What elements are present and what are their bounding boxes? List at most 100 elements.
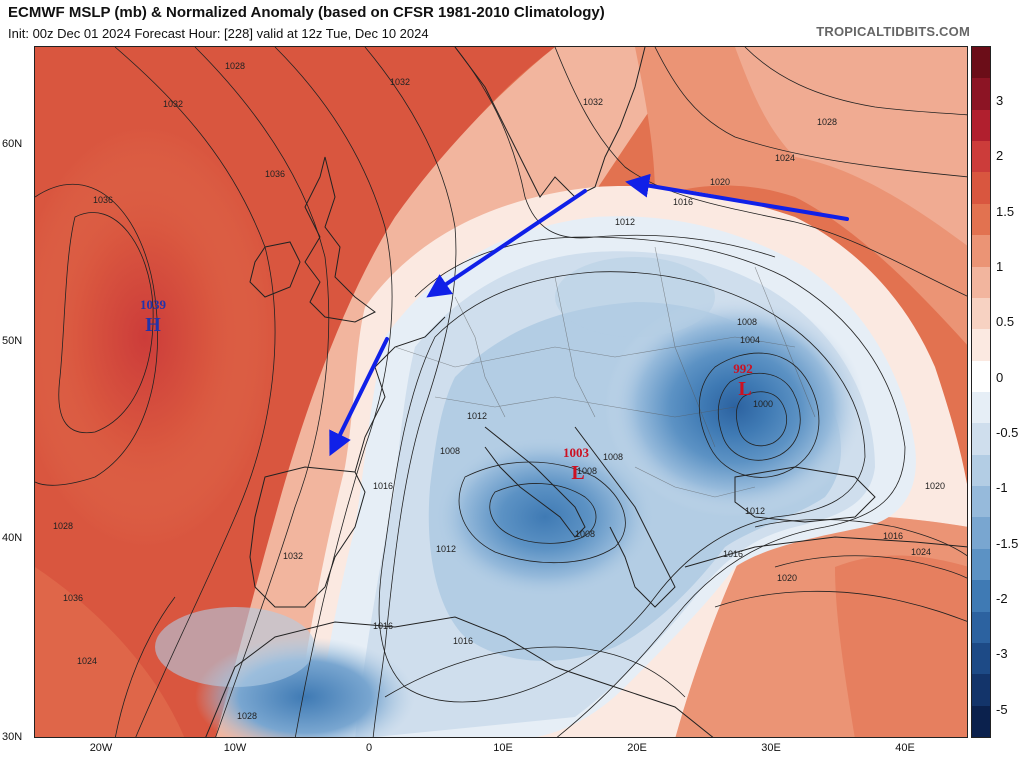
mediterranean-low-anomaly: [435, 437, 655, 597]
colorbar-segment: [972, 705, 990, 738]
isobar-label: 1036: [63, 593, 83, 603]
isobar-label: 1020: [777, 573, 797, 583]
pressure-centers: 1039 H 992 L 1003 L: [140, 297, 753, 484]
isobar-label: 1020: [710, 177, 730, 187]
colorbar-segment: [972, 580, 990, 613]
isobar-label: 1008: [737, 317, 757, 327]
isobar-label: 1016: [453, 636, 473, 646]
colorbar-label: -2: [996, 591, 1008, 606]
colorbar-segment: [972, 392, 990, 424]
coastlines: [205, 47, 967, 737]
colorbar-label: -3: [996, 646, 1008, 661]
lon-label-40e: 40E: [895, 742, 915, 754]
isobar-label: 1012: [436, 544, 456, 554]
lat-label-50n: 50N: [2, 335, 23, 347]
lat-label-60n: 60N: [2, 138, 23, 150]
lat-label-30n: 30N: [2, 731, 23, 743]
colorbar-segment: [972, 454, 990, 487]
ireland-coast: [249, 241, 301, 298]
isobar-label: 1000: [753, 399, 773, 409]
isobar-label: 1008: [575, 529, 595, 539]
scandinavia-coast: [454, 47, 646, 198]
isobar-label: 1028: [237, 711, 257, 721]
lon-label-20w: 20W: [89, 742, 113, 754]
map-title: ECMWF MSLP (mb) & Normalized Anomaly (ba…: [8, 4, 605, 21]
colorbar-label: 0: [996, 370, 1004, 385]
isobar-label: 1020: [925, 481, 945, 491]
isobar-label: 1028: [225, 61, 245, 71]
anomaly-colorbar: [971, 46, 991, 738]
high-pressure-core: [35, 127, 275, 547]
colorbar-segment: [972, 517, 990, 550]
colorbar-segment: [972, 141, 990, 173]
isobar-labels: 1028 1032 1032 1036 1036 1032 1028 1024 …: [53, 61, 945, 721]
colorbar-segment: [972, 423, 990, 456]
colorbar-label: -5: [996, 702, 1008, 717]
colorbar-segment: [972, 172, 990, 205]
lat-label-40n: 40N: [2, 532, 23, 544]
italy-coast: [484, 426, 586, 538]
isobar-label: 1012: [745, 506, 765, 516]
colorbar-label: -1.5: [996, 536, 1019, 551]
colorbar-segment: [972, 266, 990, 299]
isobar-label: 1012: [615, 217, 635, 227]
isobar-label: 1036: [93, 195, 113, 205]
isobars: [35, 47, 967, 737]
arrow-to-channel: [426, 189, 587, 298]
isobar-label: 1032: [390, 77, 410, 87]
colorbar-segment: [972, 235, 990, 268]
colorbar-segment: [972, 329, 990, 362]
isobar-label: 1016: [723, 549, 743, 559]
isobar-label: 1032: [163, 99, 183, 109]
colorbar-label: 2: [996, 148, 1004, 163]
colorbar-segment: [972, 109, 990, 142]
colorbar-segment: [972, 611, 990, 644]
isobar-label: 1028: [53, 521, 73, 531]
isobar-label: 1032: [583, 97, 603, 107]
black-sea-coast: [734, 466, 876, 523]
country-borders: [394, 246, 816, 498]
low-center-med-value: 1003: [563, 445, 590, 460]
low-center-med-letter: L: [571, 462, 584, 484]
isobar-label: 1016: [373, 621, 393, 631]
north-africa-coast: [205, 616, 714, 737]
colorbar-segment: [972, 297, 990, 330]
lon-label-10e: 10E: [493, 742, 513, 754]
balkans-coast: [574, 426, 676, 608]
isobar-label: 1008: [440, 446, 460, 456]
lon-label-10w: 10W: [223, 742, 247, 754]
isobar-label: 1016: [673, 197, 693, 207]
flow-arrows: [329, 173, 849, 457]
colorbar-segment: [972, 47, 990, 79]
low-center-east-letter: L: [738, 378, 751, 400]
high-center-value: 1039: [140, 297, 167, 312]
colorbar-label: 1.5: [996, 204, 1015, 219]
map-canvas: 1028 1032 1032 1036 1036 1032 1028 1024 …: [35, 47, 967, 737]
colorbar-segment: [972, 78, 990, 111]
isobar-label: 1004: [740, 335, 760, 345]
isobar-label: 1008: [603, 452, 623, 462]
colorbar-segment: [972, 674, 990, 707]
isobar-label: 1024: [77, 656, 97, 666]
colorbar-label: -0.5: [996, 425, 1019, 440]
isobar-label: 1024: [911, 547, 931, 557]
colorbar-segment: [972, 486, 990, 518]
colorbar-segment: [972, 360, 990, 393]
isobar-label: 1028: [817, 117, 837, 127]
isobar-label: 1016: [883, 531, 903, 541]
colorbar-label: 0.5: [996, 314, 1015, 329]
brand-watermark: TROPICALTIDBITS.COM: [816, 24, 970, 39]
high-center-letter: H: [145, 314, 161, 336]
pressure-anomaly-map: 1028 1032 1032 1036 1036 1032 1028 1024 …: [34, 46, 968, 738]
isobar-label: 1036: [265, 169, 285, 179]
isobar-label: 1008: [577, 466, 597, 476]
isobar-label: 1012: [467, 411, 487, 421]
colorbar-segment: [972, 642, 990, 675]
colorbar-label: 1: [996, 259, 1004, 274]
colorbar-segment: [972, 203, 990, 236]
colorbar-label: -1: [996, 480, 1008, 495]
colorbar-segment: [972, 548, 990, 581]
low-center-east-value: 992: [733, 361, 753, 376]
isobar-label: 1016: [373, 481, 393, 491]
isobar-label: 1024: [775, 153, 795, 163]
